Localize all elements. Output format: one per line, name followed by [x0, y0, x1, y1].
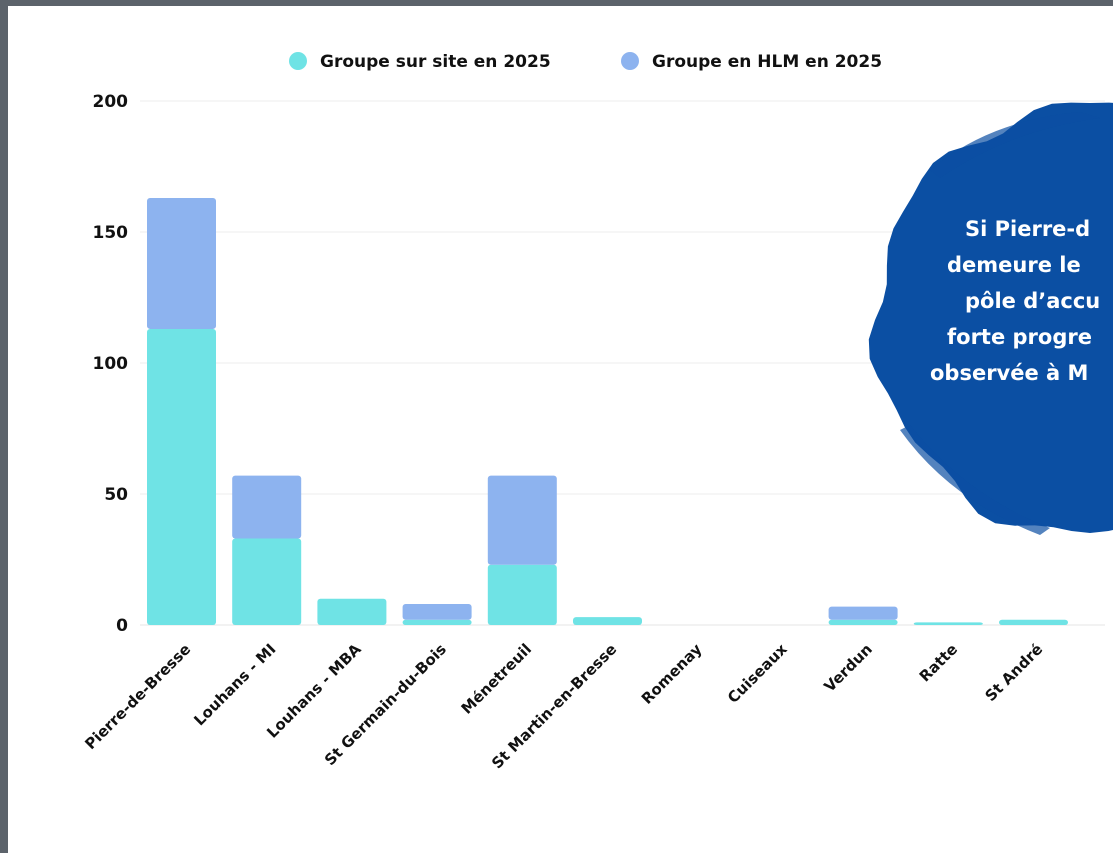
bar-pierre-de-bresse-sur-site — [147, 328, 216, 625]
legend: Groupe sur site en 2025 Groupe en HLM en … — [289, 52, 882, 72]
bar-st-germain-du-bois-sur-site — [402, 619, 472, 625]
y-tick-label-100: 100 — [93, 354, 129, 374]
y-tick-label-200: 200 — [93, 92, 129, 112]
bar-verdun-sur-site — [828, 619, 898, 625]
callout-text-line: forte progre — [947, 325, 1092, 349]
bar-st-germain-du-bois-hlm — [402, 604, 472, 620]
bars — [147, 197, 1068, 625]
callout-text-line: demeure le — [947, 253, 1081, 277]
bar-st-martin-en-bresse-sur-site — [573, 617, 642, 625]
x-tick-label-louhans-mi: Louhans - MI — [190, 640, 279, 729]
x-tick-label-verdun: Verdun — [820, 640, 875, 695]
bar-verdun-hlm — [828, 606, 898, 620]
bar-louhans-mba-sur-site — [317, 598, 387, 625]
x-tick-label-pierre-de-bresse: Pierre-de-Bresse — [81, 640, 194, 753]
callout-text-line: Si Pierre-d — [965, 217, 1090, 241]
top-border — [0, 0, 1113, 6]
legend-label-hlm: Groupe en HLM en 2025 — [652, 52, 882, 72]
bar-pierre-de-bresse-hlm — [147, 197, 216, 329]
x-tick-label-menetreuil: Ménetreuil — [458, 640, 536, 718]
y-axis-ticks: 0 50 100 150 200 — [93, 92, 129, 636]
brush-streak — [930, 112, 1100, 178]
bar-menetreuil-hlm — [487, 475, 557, 565]
bar-ratte-sur-site — [913, 622, 983, 625]
y-tick-label-50: 50 — [104, 485, 128, 505]
bar-st-andre-sur-site — [999, 619, 1068, 625]
bar-louhans-mi-hlm — [232, 475, 302, 539]
x-tick-label-cuiseaux: Cuiseaux — [724, 640, 791, 707]
legend-swatch-sur-site — [289, 52, 307, 70]
bar-louhans-mi-sur-site — [232, 538, 302, 625]
left-border — [0, 0, 8, 853]
legend-swatch-hlm — [621, 52, 639, 70]
x-tick-label-ratte: Ratte — [916, 640, 961, 685]
y-tick-label-0: 0 — [116, 616, 128, 636]
callout-blob — [868, 102, 1113, 533]
x-tick-label-romenay: Romenay — [638, 640, 706, 708]
callout-text-line: observée à M — [930, 361, 1088, 385]
brush-streak — [900, 425, 1050, 535]
callout-text-line: pôle d’accu — [965, 289, 1100, 313]
bar-menetreuil-sur-site — [487, 564, 557, 625]
x-tick-label-st-andre: St André — [981, 640, 1046, 705]
callout-badge: Si Pierre-d demeure le pôle d’accu forte pr… — [868, 102, 1113, 535]
legend-label-sur-site: Groupe sur site en 2025 — [320, 52, 551, 72]
y-tick-label-150: 150 — [93, 223, 129, 243]
